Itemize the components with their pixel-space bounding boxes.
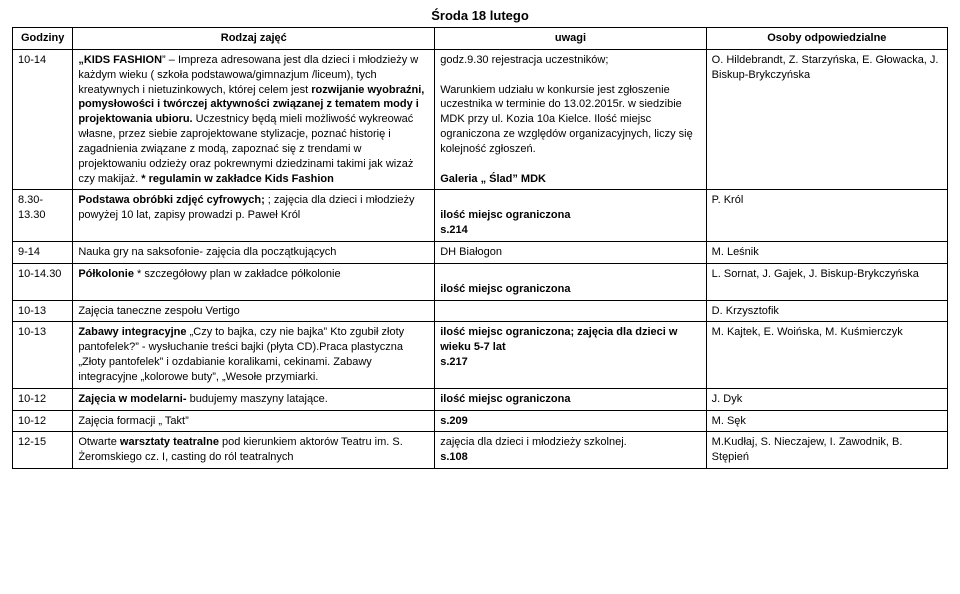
text: Zajęcia taneczne zespołu Vertigo xyxy=(78,305,239,317)
cell-notes: DH Białogon xyxy=(435,241,706,263)
table-row: 10-13 Zajęcia taneczne zespołu Vertigo D. … xyxy=(13,300,948,322)
cell-notes: s.209 xyxy=(435,410,706,432)
cell-hours: 10-14.30 xyxy=(13,263,73,300)
text-bold: s.217 xyxy=(440,356,468,368)
cell-persons: J. Dyk xyxy=(706,388,947,410)
text: Zajęcia formacji „ Takt” xyxy=(78,415,188,427)
table-header-row: Godziny Rodzaj zajęć uwagi Osoby odpowie… xyxy=(13,28,948,50)
cell-persons: M. Sęk xyxy=(706,410,947,432)
text-bold: Półkolonie xyxy=(78,268,134,280)
text: * szczegółowy plan w zakładce półkolonie xyxy=(134,268,341,280)
text: budujemy maszyny latające. xyxy=(190,393,328,405)
cell-persons: L. Sornat, J. Gajek, J. Biskup-Brykczyńs… xyxy=(706,263,947,300)
table-row: 10-13Zabawy integracyjne „Czy to bajka, … xyxy=(13,322,948,388)
cell-type: Zajęcia w modelarni- budujemy maszyny la… xyxy=(73,388,435,410)
cell-hours: 10-12 xyxy=(13,388,73,410)
cell-hours: 10-13 xyxy=(13,300,73,322)
cell-hours: 8.30-13.30 xyxy=(13,190,73,242)
text: Otwarte xyxy=(78,436,120,448)
cell-type: Półkolonie * szczegółowy plan w zakładce… xyxy=(73,263,435,300)
text-bold: Galeria „ Ślad” MDK xyxy=(440,173,546,185)
table-row: 10-12 Zajęcia formacji „ Takt” s.209 M. Sęk xyxy=(13,410,948,432)
cell-hours: 10-13 xyxy=(13,322,73,388)
cell-notes: godz.9.30 rejestracja uczestników; Warunk… xyxy=(435,49,706,190)
text-bold: * regulamin w zakładce Kids Fashion xyxy=(141,173,334,185)
text-bold: ilość miejsc ograniczona xyxy=(440,209,570,221)
cell-notes: ilość miejsc ograniczona xyxy=(435,388,706,410)
text-bold: s.214 xyxy=(440,224,468,236)
cell-persons: M.Kudłaj, S. Nieczajew, I. Zawodnik, B. … xyxy=(706,432,947,469)
text: zajęcia dla dzieci i młodzieży szkolnej. xyxy=(440,436,626,448)
text: godz.9.30 rejestracja uczestników; xyxy=(440,54,608,66)
text: Warunkiem udziału w konkursie jest zgłos… xyxy=(440,84,693,155)
cell-hours: 10-14 xyxy=(13,49,73,190)
text: DH Białogon xyxy=(440,246,502,258)
cell-notes xyxy=(435,300,706,322)
cell-persons: M. Kajtek, E. Woińska, M. Kuśmierczyk xyxy=(706,322,947,388)
text-bold: ilość miejsc ograniczona; zajęcia dla dz… xyxy=(440,326,677,353)
cell-persons: M. Leśnik xyxy=(706,241,947,263)
table-row: 8.30-13.30Podstawa obróbki zdjęć cyfrowy… xyxy=(13,190,948,242)
text: Nauka gry na saksofonie- zajęcia dla poc… xyxy=(78,246,336,258)
table-row: 12-15Otwarte warsztaty teatralne pod kie… xyxy=(13,432,948,469)
col-type: Rodzaj zajęć xyxy=(73,28,435,50)
cell-persons: D. Krzysztofik xyxy=(706,300,947,322)
cell-type: „KIDS FASHION” – Impreza adresowana jest… xyxy=(73,49,435,190)
cell-notes: zajęcia dla dzieci i młodzieży szkolnej.… xyxy=(435,432,706,469)
cell-type: Podstawa obróbki zdjęć cyfrowych; ; zaję… xyxy=(73,190,435,242)
text-bold: s.209 xyxy=(440,415,468,427)
cell-type: Otwarte warsztaty teatralne pod kierunki… xyxy=(73,432,435,469)
text-bold: warsztaty teatralne xyxy=(120,436,219,448)
cell-type: Zajęcia formacji „ Takt” xyxy=(73,410,435,432)
cell-type: Zajęcia taneczne zespołu Vertigo xyxy=(73,300,435,322)
table-body: 10-14„KIDS FASHION” – Impreza adresowana… xyxy=(13,49,948,468)
col-persons: Osoby odpowiedzialne xyxy=(706,28,947,50)
table-row: 10-14.30Półkolonie * szczegółowy plan w … xyxy=(13,263,948,300)
cell-persons: P. Król xyxy=(706,190,947,242)
table-row: 10-12Zajęcia w modelarni- budujemy maszy… xyxy=(13,388,948,410)
text-bold: „KIDS FASHION xyxy=(78,54,162,66)
col-hours: Godziny xyxy=(13,28,73,50)
cell-type: Zabawy integracyjne „Czy to bajka, czy n… xyxy=(73,322,435,388)
table-row: 9-14 Nauka gry na saksofonie- zajęcia dla… xyxy=(13,241,948,263)
cell-notes: ilość miejsc ograniczona s.214 xyxy=(435,190,706,242)
text-bold: Podstawa obróbki zdjęć cyfrowych; xyxy=(78,194,264,206)
text-bold: s.108 xyxy=(440,451,468,463)
cell-hours: 12-15 xyxy=(13,432,73,469)
cell-hours: 10-12 xyxy=(13,410,73,432)
text-bold: Zabawy integracyjne xyxy=(78,326,186,338)
cell-type: Nauka gry na saksofonie- zajęcia dla poc… xyxy=(73,241,435,263)
cell-notes: ilość miejsc ograniczona xyxy=(435,263,706,300)
day-title: Środa 18 lutego xyxy=(12,8,948,23)
text-bold: ilość miejsc ograniczona xyxy=(440,393,570,405)
cell-hours: 9-14 xyxy=(13,241,73,263)
schedule-table: Godziny Rodzaj zajęć uwagi Osoby odpowie… xyxy=(12,27,948,469)
text-bold: ilość miejsc ograniczona xyxy=(440,283,570,295)
cell-persons: O. Hildebrandt, Z. Starzyńska, E. Głowac… xyxy=(706,49,947,190)
document-page: Środa 18 lutego Godziny Rodzaj zajęć uwa… xyxy=(0,0,960,477)
cell-notes: ilość miejsc ograniczona; zajęcia dla dz… xyxy=(435,322,706,388)
text-bold: Zajęcia w modelarni- xyxy=(78,393,189,405)
table-row: 10-14„KIDS FASHION” – Impreza adresowana… xyxy=(13,49,948,190)
col-notes: uwagi xyxy=(435,28,706,50)
